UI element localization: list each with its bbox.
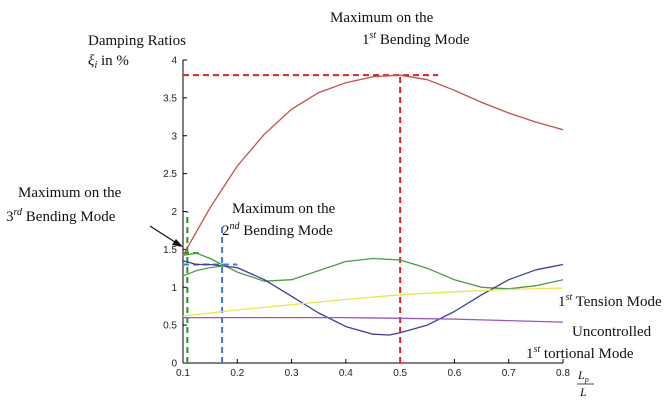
y-axis-label-var: ξ [88, 53, 95, 69]
series-line-1 [182, 74, 564, 256]
y-tick-label: 0 [171, 359, 177, 370]
x-tick-label: 0.7 [502, 368, 516, 379]
annotation-max-2nd-line2: 2nd Bending Mode [222, 221, 333, 239]
series-lines [182, 74, 564, 336]
y-tick-label: 1 [171, 283, 177, 294]
x-tick-label: 0.1 [176, 368, 190, 379]
y-tick-label: 4 [171, 56, 177, 67]
annotation-1st-tension-mode: 1st Tension Mode [558, 292, 662, 310]
y-tick-label: 2 [171, 207, 177, 218]
annotation-max-3rd-arrow [149, 225, 183, 247]
x-axis-label: Lp L [577, 368, 594, 399]
guide-lines [183, 73, 439, 363]
series-line-6 [183, 316, 564, 323]
annotation-max-1st-line2: 1st Bending Mode [362, 30, 470, 48]
y-axis-label-line2: ξi in % [88, 53, 129, 71]
annotation-uncontrolled-line1: Uncontrolled [572, 324, 652, 340]
x-tick-label: 0.2 [230, 368, 244, 379]
axes: 0 0.5 1 1.5 2 2.5 3 3.5 4 0.1 0.2 0.3 0.4 0.5 0.6 0.7 0.… [163, 56, 570, 380]
y-tick-label: 3.5 [163, 93, 177, 104]
series-line-3 [182, 260, 564, 336]
y-tick-label: 0.5 [163, 321, 177, 332]
annotation-max-3rd-line1: Maximum on the [18, 185, 122, 201]
x-axis-label-numerator: Lp [577, 368, 589, 384]
annotation-max-3rd-line2: 3rd Bending Mode [6, 207, 116, 225]
series-line-4 [182, 265, 224, 277]
x-tick-label: 0.3 [285, 368, 299, 379]
y-axis-label-sub: i [94, 60, 97, 71]
y-tick-label: 1.5 [163, 245, 177, 256]
annotation-uncontrolled-line2: 1st tortional Mode [526, 344, 634, 362]
x-tick-label: 0.6 [447, 368, 461, 379]
x-tick-label: 0.5 [393, 368, 407, 379]
y-axis-label-line1: Damping Ratios [88, 33, 186, 49]
y-tick-label: 3 [171, 131, 177, 142]
annotation-max-1st-line1: Maximum on the [330, 10, 434, 26]
y-tick-label: 2.5 [163, 169, 177, 180]
series-line-2 [182, 252, 564, 290]
series-line-5 [182, 287, 564, 317]
x-tick-label: 0.8 [556, 368, 570, 379]
x-axis-label-denominator: L [579, 385, 587, 399]
y-axis-label-rest: in % [97, 53, 129, 69]
x-tick-label: 0.4 [339, 368, 353, 379]
annotation-max-2nd-line1: Maximum on the [232, 201, 336, 217]
